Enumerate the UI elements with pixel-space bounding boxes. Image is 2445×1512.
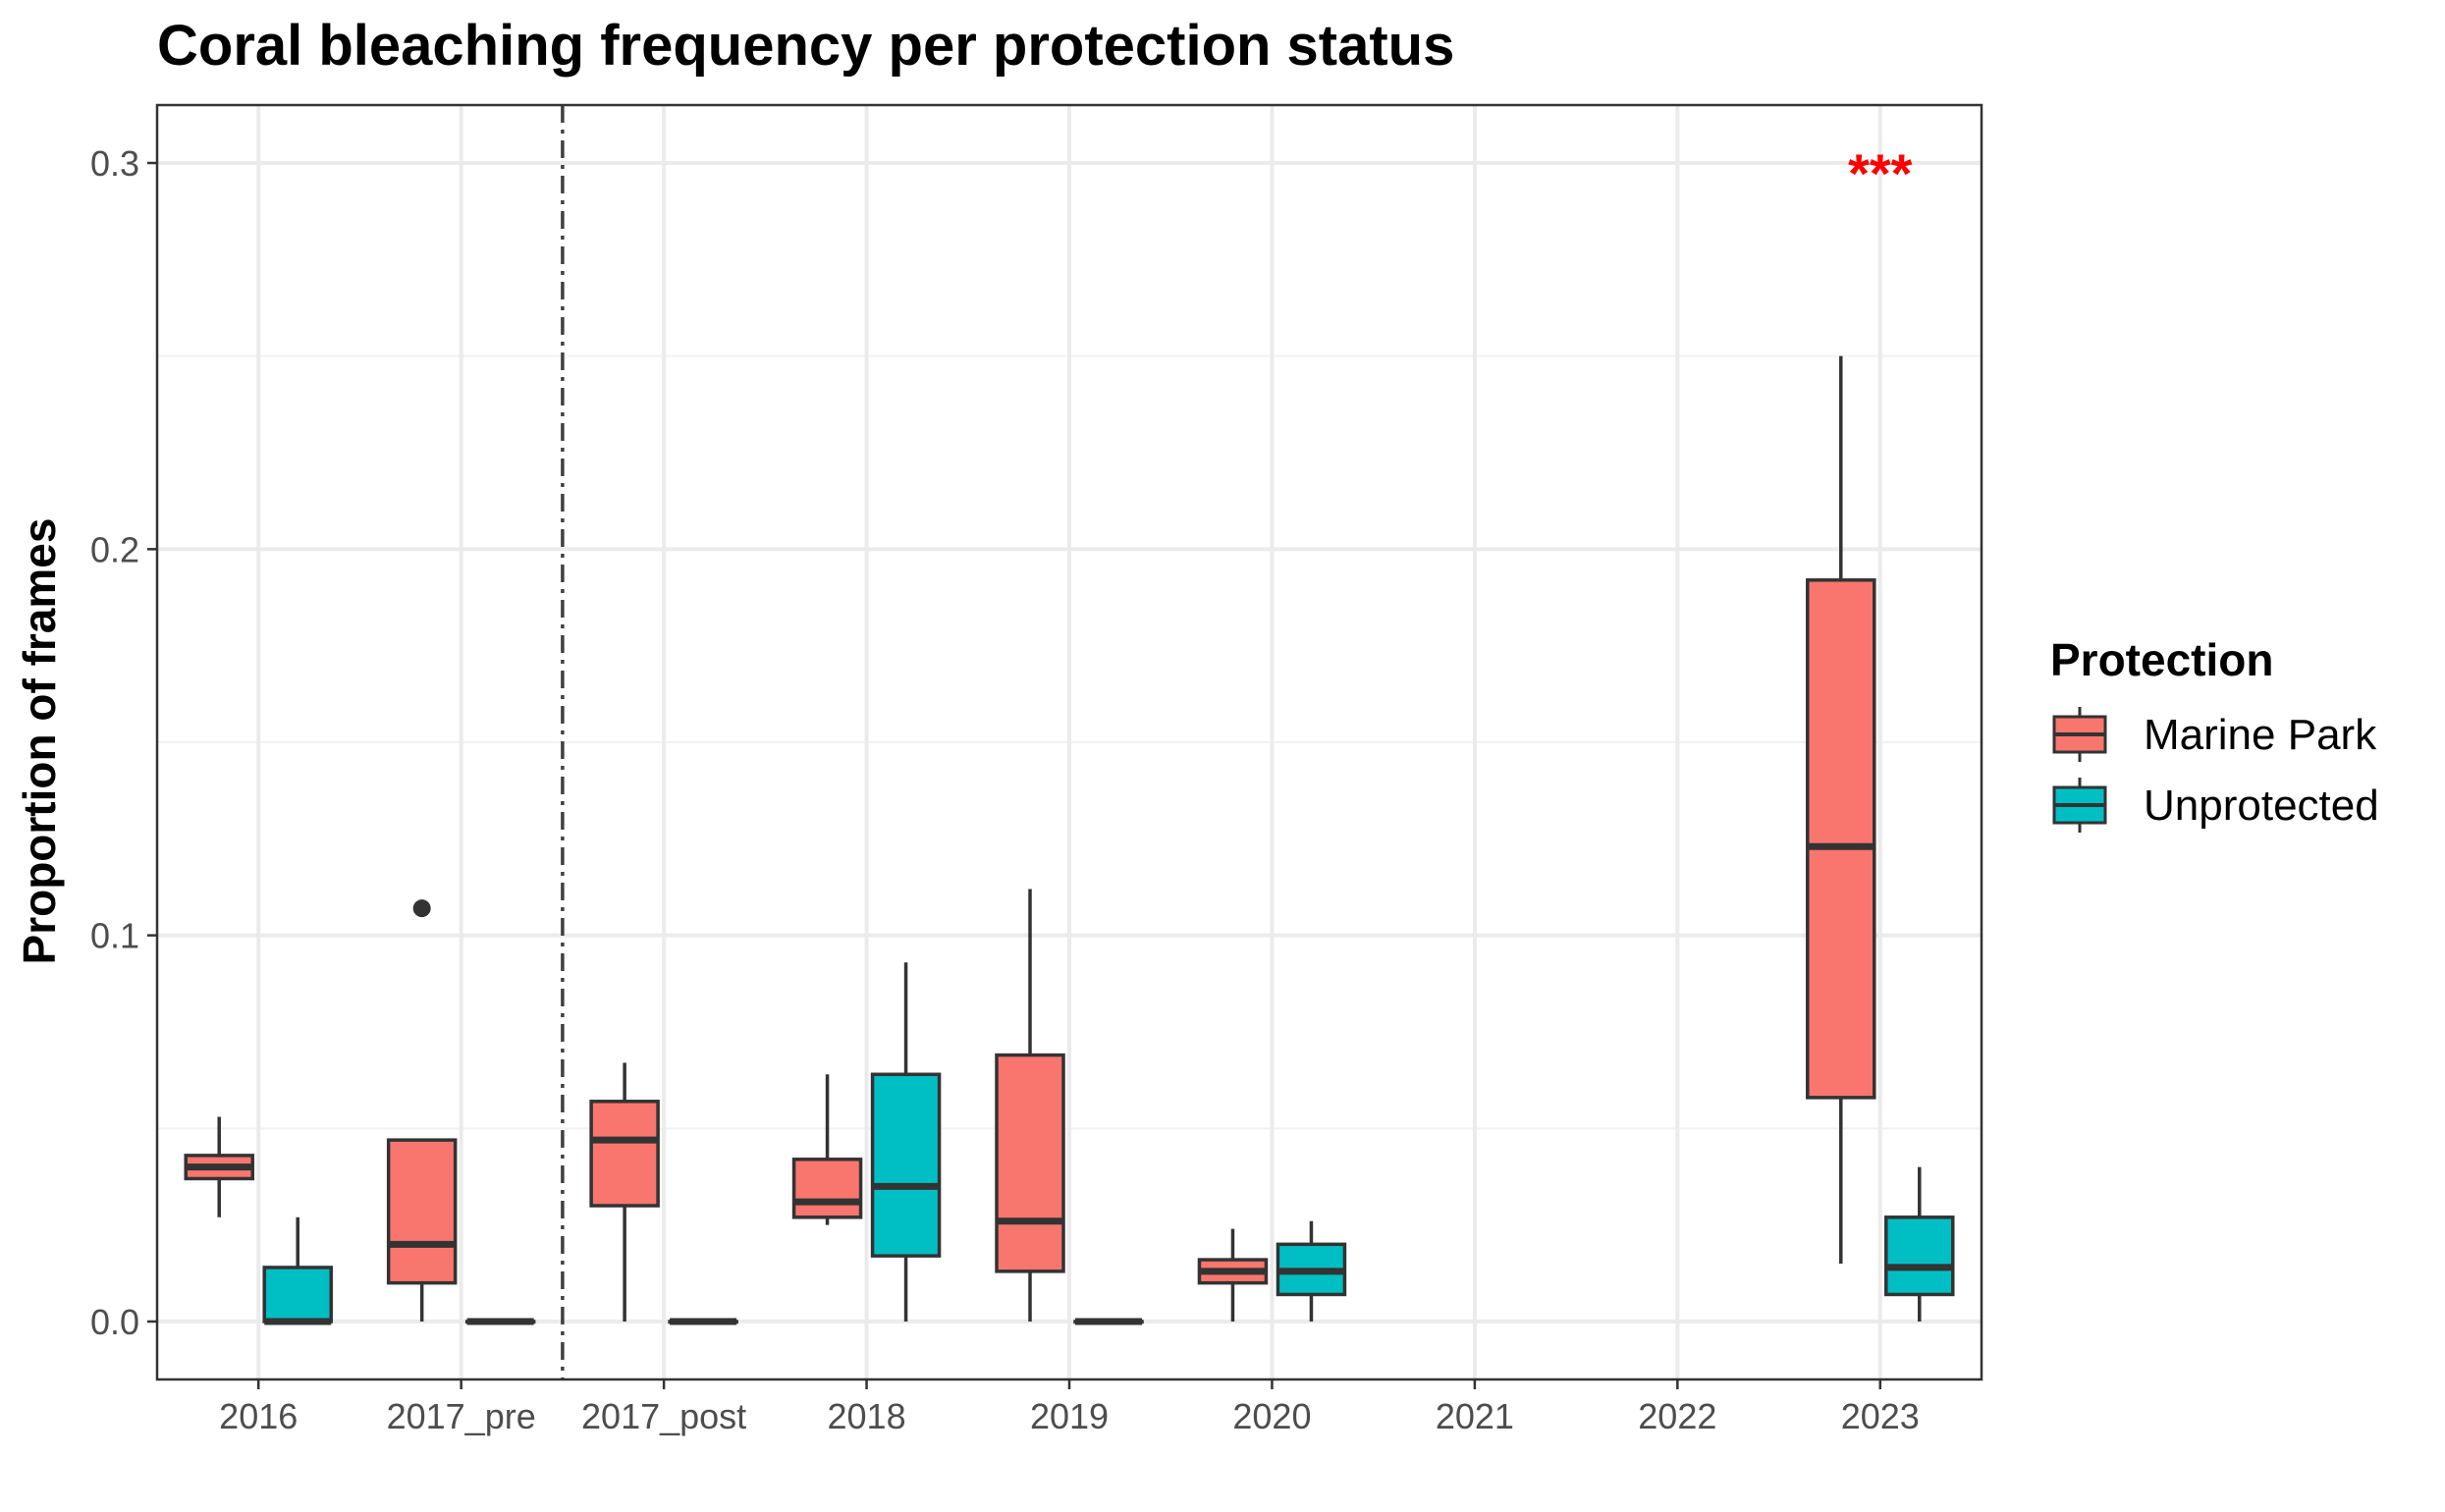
box-unprotected-2018: [870, 962, 942, 1322]
box-body: [995, 1053, 1065, 1273]
box-body: [1806, 578, 1876, 1100]
box-unprotected-2019: [1073, 1318, 1144, 1325]
box-unprotected-2016: [262, 1216, 333, 1325]
x-tick-label: 2021: [1436, 1396, 1514, 1436]
y-tick-label: 0.2: [90, 529, 139, 569]
box-unprotected-2020: [1276, 1220, 1347, 1322]
x-tick-label: 2018: [828, 1396, 906, 1436]
axes: 0.0 0.1 0.2 0.3 2016 2017_pre 2017_post 2018 201…: [90, 103, 1983, 1436]
box-body: [386, 1138, 458, 1285]
box-unprotected-2017_pre: [464, 1318, 536, 1325]
x-tick-label: 2019: [1030, 1396, 1109, 1436]
box-body: [870, 1072, 942, 1258]
plot-panel: [157, 105, 1982, 1379]
box-marine-park-2016: [184, 1116, 254, 1217]
box-unprotected-2023: [1884, 1166, 1955, 1322]
box-marine-park-2017_pre: [386, 899, 458, 1322]
x-tick-label: 2017_post: [581, 1396, 746, 1436]
y-tick-label: 0.3: [90, 143, 139, 184]
legend-item-marine-park: Marine Park: [2052, 707, 2377, 762]
box-body: [262, 1266, 333, 1323]
x-tick-label: 2022: [1638, 1396, 1716, 1436]
significance-annotation: ***: [1848, 142, 1913, 204]
y-tick-label: 0.0: [90, 1302, 139, 1342]
legend-item-unprotected: Unprotected: [2052, 778, 2379, 833]
legend-label: Marine Park: [2144, 711, 2377, 759]
box-body: [791, 1158, 863, 1219]
legend-title: Protection: [2050, 634, 2273, 685]
chart-title: Coral bleaching frequency per protection…: [157, 14, 1454, 78]
outlier-point: [412, 899, 431, 918]
x-tick-label: 2020: [1232, 1396, 1311, 1436]
x-tick-label: 2017_pre: [387, 1396, 536, 1436]
legend: Protection Marine Park Unprotected: [2050, 634, 2379, 833]
box-marine-park-2020: [1197, 1228, 1269, 1322]
legend-label: Unprotected: [2144, 782, 2379, 830]
box-marine-park-2018: [791, 1074, 863, 1225]
box-marine-park-2017_post: [589, 1062, 660, 1322]
box-body: [589, 1100, 660, 1208]
plot-marks: ***: [184, 105, 1955, 1379]
box-marine-park-2023: [1806, 355, 1876, 1264]
x-tick-label: 2023: [1841, 1396, 1920, 1436]
y-axis-title: Proportion of frames: [14, 518, 65, 965]
y-tick-label: 0.1: [90, 916, 139, 956]
x-tick-label: 2016: [219, 1396, 298, 1436]
box-body: [1884, 1215, 1955, 1297]
box-unprotected-2017_post: [668, 1318, 738, 1325]
box-marine-park-2019: [995, 889, 1065, 1322]
